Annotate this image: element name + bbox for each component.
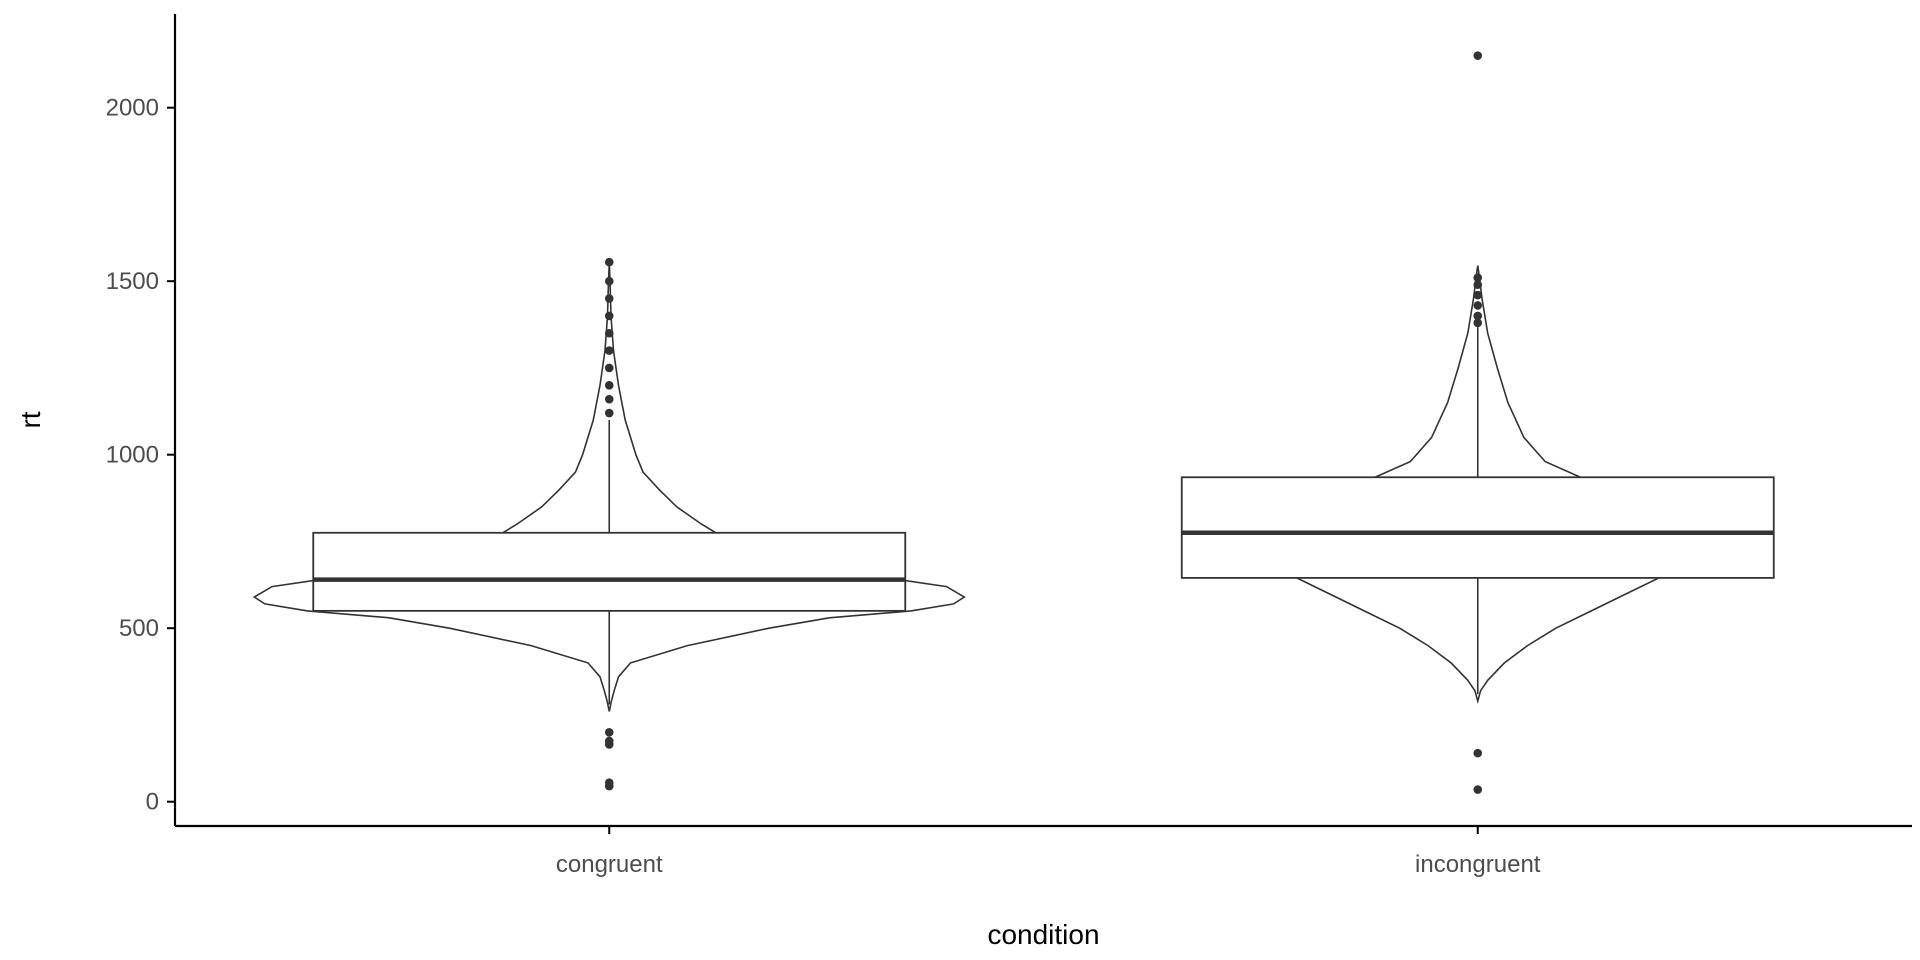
x-ticks: congruent incongruent — [556, 826, 1541, 878]
outlier-point-congruent — [604, 257, 614, 267]
outlier-point-congruent — [604, 736, 614, 746]
y-tick-label: 1000 — [106, 442, 159, 469]
y-ticks: 0 500 1000 1500 2000 — [106, 95, 175, 816]
y-tick-label: 500 — [119, 615, 159, 642]
outlier-point-incongruent — [1473, 748, 1483, 758]
outlier-point-congruent — [604, 276, 614, 286]
y-tick-label: 0 — [146, 789, 159, 816]
outliers-layer — [604, 51, 1483, 794]
box-congruent — [312, 531, 907, 612]
outlier-point-congruent — [604, 728, 614, 737]
outlier-point-congruent — [604, 346, 614, 355]
outlier-point-congruent — [604, 394, 614, 404]
boxplots-layer — [312, 326, 1775, 705]
outlier-point-incongruent — [1473, 318, 1483, 328]
y-axis-title: rt — [15, 411, 46, 428]
x-axis-title: condition — [987, 919, 1099, 950]
outlier-point-incongruent — [1473, 273, 1483, 283]
box-incongruent — [1180, 476, 1775, 579]
x-tick-label: congruent — [556, 851, 663, 878]
outlier-point-incongruent — [1473, 290, 1483, 300]
outlier-point-congruent — [604, 294, 614, 303]
outlier-point-incongruent — [1473, 51, 1483, 60]
outlier-point-incongruent — [1473, 301, 1483, 310]
x-tick-label: incongruent — [1415, 851, 1541, 878]
outlier-point-incongruent — [1473, 785, 1483, 794]
outlier-point-congruent — [604, 328, 614, 338]
outlier-point-congruent — [604, 380, 614, 390]
outlier-point-congruent — [604, 408, 614, 418]
outlier-point-congruent — [604, 363, 614, 373]
outlier-point-incongruent — [1473, 311, 1483, 321]
outlier-point-incongruent — [1473, 280, 1483, 289]
outlier-point-congruent — [604, 311, 614, 321]
y-tick-label: 1500 — [106, 268, 159, 295]
outlier-point-congruent — [604, 778, 614, 787]
axes-layer — [173, 14, 1912, 828]
y-tick-label: 2000 — [106, 95, 159, 122]
